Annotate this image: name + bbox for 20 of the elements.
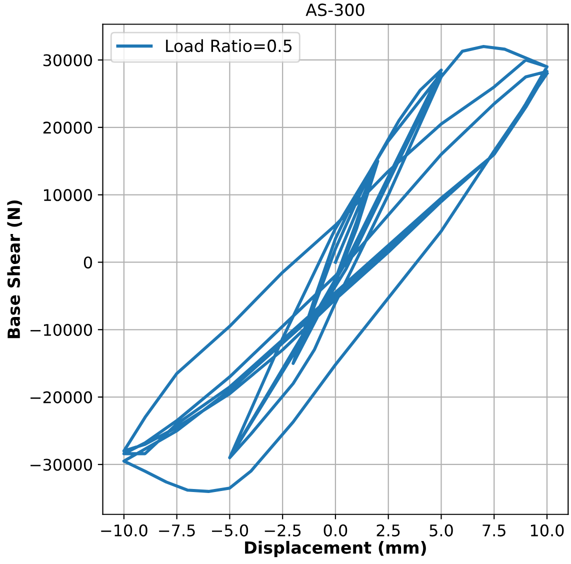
x-tick-label: −10.0: [101, 524, 148, 536]
x-tick-label: 7.5: [482, 524, 506, 536]
y-tick-label: 30000: [43, 54, 92, 66]
chart-title: AS-300: [306, 4, 364, 16]
y-axis-title: Base Shear (N): [7, 200, 22, 338]
y-tick-label: −20000: [30, 391, 92, 404]
y-tick-label: 0: [84, 256, 92, 269]
y-tick-label: 20000: [43, 122, 92, 134]
x-tick-label: 5.0: [430, 524, 453, 536]
y-tick-label: −30000: [30, 458, 92, 471]
x-tick-label: −2.5: [264, 524, 301, 536]
y-tick-label: 10000: [44, 189, 92, 202]
x-tick-label: 0.0: [324, 524, 348, 536]
legend-label: Load Ratio=0.5: [166, 39, 292, 52]
x-tick-label: −5.0: [212, 524, 248, 536]
y-tick-label: −10000: [30, 324, 92, 336]
x-tick-label: 2.5: [376, 524, 400, 536]
x-tick-label: −7.5: [159, 524, 195, 536]
x-tick-label: 10.0: [530, 524, 564, 536]
x-axis-title: Displacement (mm): [245, 540, 426, 558]
